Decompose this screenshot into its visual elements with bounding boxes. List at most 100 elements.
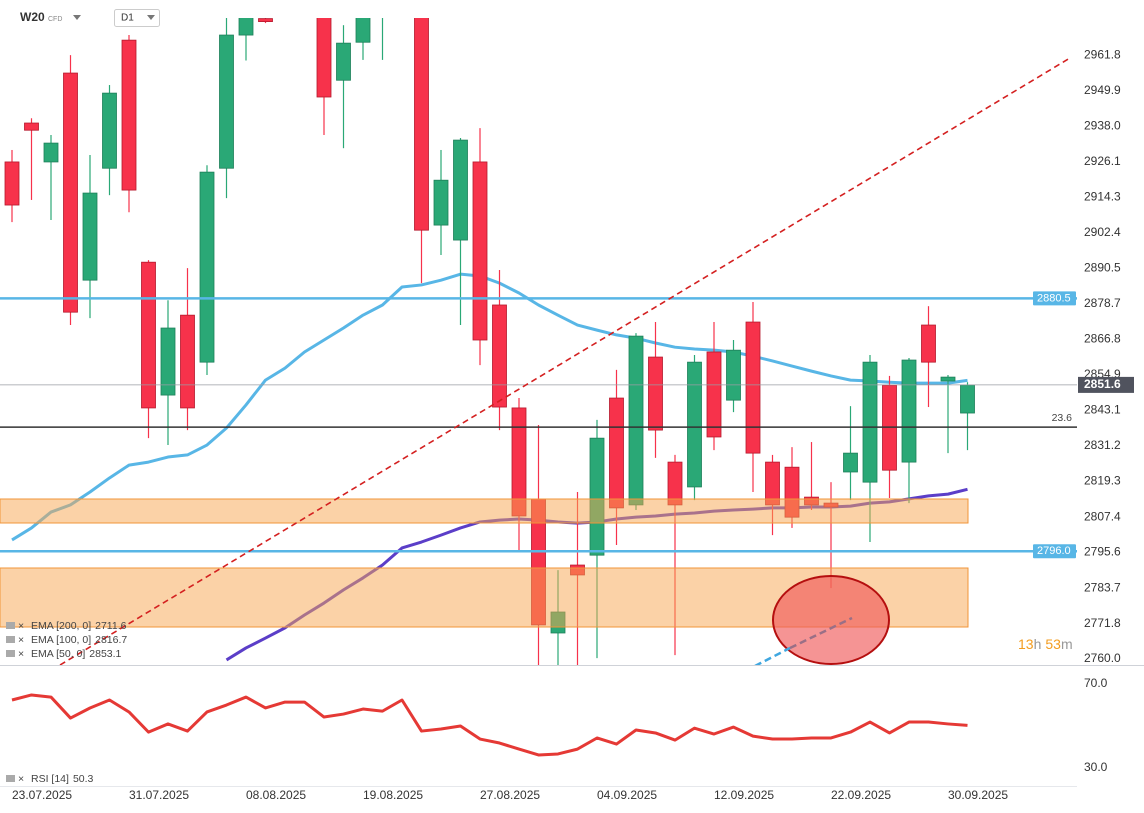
legend-close: × — [18, 634, 24, 646]
candle-body — [765, 461, 780, 506]
y-tick-label: 2807.4 — [1084, 509, 1121, 523]
rsi-plot — [11, 693, 968, 757]
main-plot: 2880.5 2796.0 23.6 — [0, 18, 1077, 665]
countdown-minutes: 53 — [1045, 636, 1061, 652]
legend-name: EMA [100, 0] — [31, 634, 91, 646]
candle-body — [141, 261, 156, 409]
ema-line — [11, 272, 968, 542]
legend-entry: RSI [14] 50.3 — [31, 773, 94, 785]
y-tick-label: 2926.1 — [1084, 154, 1121, 168]
candle-body — [199, 171, 215, 363]
x-tick-label: 19.08.2025 — [363, 788, 423, 802]
legend-entry: EMA [200, 0] 2711.6 — [31, 620, 127, 632]
last-price-label: 2851.6 — [1084, 377, 1121, 391]
candle-body — [24, 122, 39, 131]
y-tick-label: 2795.6 — [1084, 545, 1121, 559]
candle-body — [843, 452, 858, 473]
x-tick-label: 31.07.2025 — [129, 788, 189, 802]
y-tick-label: 30.0 — [1084, 760, 1108, 774]
legend-icon — [6, 636, 15, 643]
legend-value: 50.3 — [73, 773, 94, 785]
legend-entry: EMA [100, 0] 2816.7 — [31, 634, 127, 646]
level-tag — [1033, 544, 1076, 559]
candle-body — [726, 349, 741, 401]
dropdown-caret[interactable] — [147, 15, 155, 20]
y-tick-label: 2831.2 — [1084, 438, 1121, 452]
legend-close: × — [18, 648, 24, 660]
candle-body — [609, 397, 624, 509]
level-label: 2796.0 — [1037, 545, 1071, 557]
timeframe-box[interactable] — [114, 9, 160, 27]
candle-body — [706, 351, 722, 438]
legend-name: EMA [200, 0] — [31, 620, 91, 632]
candle-body — [472, 161, 488, 341]
countdown: 13h 53m — [1018, 636, 1073, 652]
y-tick-label: 2902.4 — [1084, 225, 1121, 239]
candle-body — [414, 18, 429, 231]
trend-line — [59, 57, 1071, 665]
y-tick-label: 2783.7 — [1084, 580, 1121, 594]
candle-body — [628, 335, 644, 506]
level-label: 2880.5 — [1037, 292, 1071, 304]
levels: 2880.5 2796.0 23.6 — [0, 291, 1077, 559]
candle-body — [492, 304, 507, 408]
y-tick-label: 2914.3 — [1084, 189, 1121, 203]
x-tick-label: 27.08.2025 — [480, 788, 540, 802]
candle-body — [745, 321, 761, 454]
candle-body — [316, 18, 332, 98]
candle-body — [901, 359, 917, 463]
candle-body — [921, 324, 936, 363]
countdown-unit: m — [1061, 636, 1073, 652]
candle-body — [355, 18, 371, 43]
legend-entry: EMA [50, 0] 2853.1 — [31, 648, 122, 660]
y-tick-label: 70.0 — [1084, 676, 1108, 690]
legend-value: 2816.7 — [95, 634, 127, 646]
y-tick-label: 2866.8 — [1084, 332, 1121, 346]
y-tick-label: 2760.0 — [1084, 651, 1121, 665]
candle-body — [648, 356, 663, 431]
y-tick-label: 2961.8 — [1084, 47, 1121, 61]
candle-body — [960, 384, 975, 414]
x-tick-label: 30.09.2025 — [948, 788, 1008, 802]
x-tick-label: 23.07.2025 — [12, 788, 72, 802]
dropdown-caret[interactable] — [73, 15, 81, 20]
x-tick-label: 08.08.2025 — [246, 788, 306, 802]
x-tick-label: 12.09.2025 — [714, 788, 774, 802]
candle-body — [121, 39, 137, 191]
legend: × EMA [200, 0] 2711.6 × EMA [100, 0] 2816.7 × E… — [6, 620, 127, 785]
x-tick-label: 04.09.2025 — [597, 788, 657, 802]
y-tick-label: 2771.8 — [1084, 616, 1121, 630]
timeframe: D1 — [121, 13, 134, 24]
y-tick-label: 2890.5 — [1084, 261, 1121, 275]
legend-value: 2711.6 — [95, 620, 126, 632]
countdown-hours: 13 — [1018, 636, 1034, 652]
candle-body — [180, 314, 195, 409]
candle-body — [82, 192, 98, 281]
badge: CFD — [48, 16, 62, 23]
candle-body — [258, 18, 273, 22]
y-tick-label: 2819.3 — [1084, 474, 1121, 488]
last-price-tag — [1078, 376, 1134, 393]
axes: 2961.8 2949.9 2938.0 2926.1 2914.3 2902.4 2890… — [12, 47, 1134, 802]
candle-body — [667, 461, 683, 506]
y-tick-label: 2938.0 — [1084, 119, 1121, 133]
zone — [0, 498, 969, 524]
candle-body — [589, 437, 605, 556]
highlight-circle — [772, 575, 890, 665]
legend-icon — [6, 775, 15, 782]
y-tick-label: 2949.9 — [1084, 83, 1121, 97]
candle-body — [940, 376, 956, 382]
countdown-unit: h — [1034, 636, 1042, 652]
legend-icon — [6, 622, 15, 629]
candle-body — [238, 18, 254, 36]
rsi-line — [11, 693, 968, 757]
candle-body — [862, 361, 878, 483]
legend-name: RSI [14] — [31, 773, 69, 785]
legend-value: 2853.1 — [89, 648, 121, 660]
candle-body — [687, 361, 702, 488]
candle-body — [433, 179, 449, 226]
projection-line — [754, 646, 791, 665]
legend-name: EMA [50, 0] — [31, 648, 85, 660]
